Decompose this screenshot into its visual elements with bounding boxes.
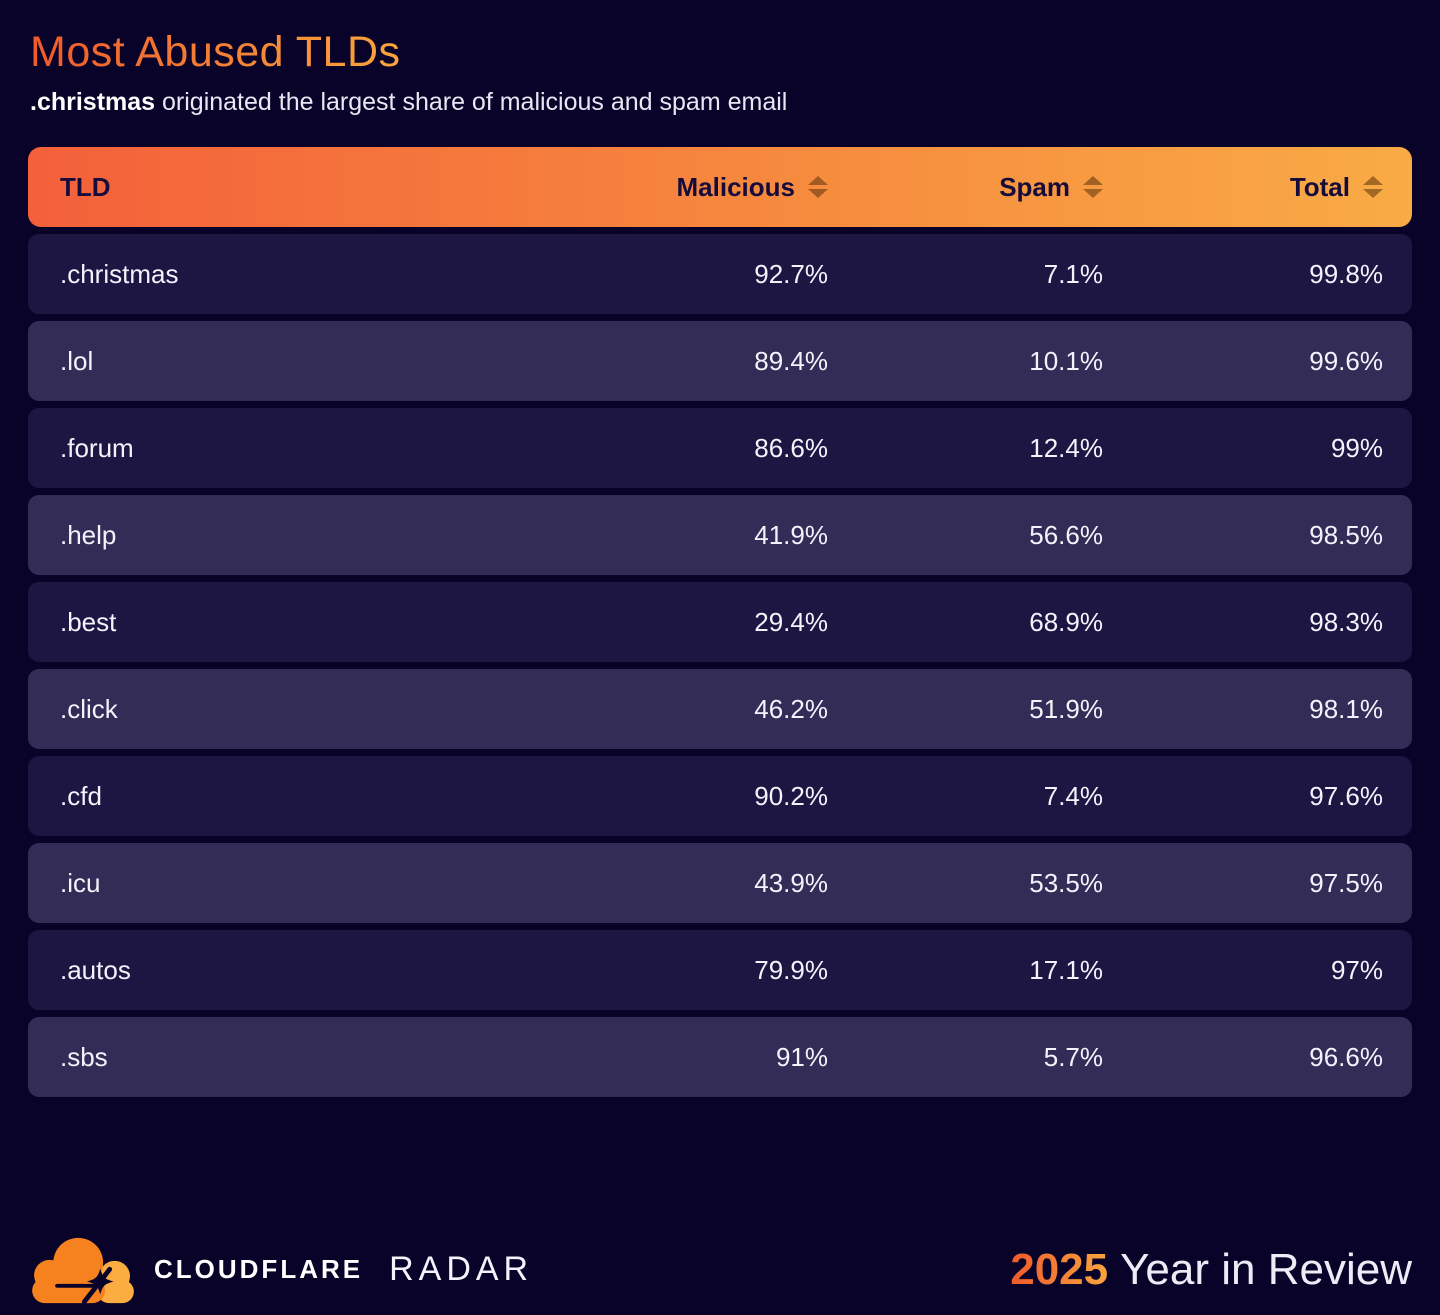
cell-spam: 7.1% bbox=[1043, 258, 1103, 289]
cell-tld: .autos bbox=[60, 954, 131, 985]
cell-malicious: 79.9% bbox=[754, 954, 828, 985]
cell-malicious: 46.2% bbox=[754, 693, 828, 724]
cell-spam: 5.7% bbox=[1043, 1041, 1103, 1072]
page-subtitle: .christmas originated the largest share … bbox=[30, 87, 1410, 117]
cell-tld: .forum bbox=[60, 432, 134, 463]
cell-total: 97% bbox=[1330, 954, 1383, 985]
column-header-spam[interactable]: Spam bbox=[828, 172, 1103, 203]
column-header-total-label: Total bbox=[1289, 171, 1350, 202]
column-header-malicious[interactable]: Malicious bbox=[568, 172, 828, 203]
cell-malicious: 92.7% bbox=[754, 258, 828, 289]
column-header-malicious-label: Malicious bbox=[676, 171, 795, 202]
cell-total: 98.5% bbox=[1309, 519, 1383, 550]
cell-spam: 17.1% bbox=[1029, 954, 1103, 985]
cell-malicious: 41.9% bbox=[754, 519, 828, 550]
cell-tld: .best bbox=[60, 606, 117, 637]
sort-arrows-icon bbox=[1083, 176, 1103, 199]
cell-tld: .click bbox=[60, 693, 118, 724]
cell-tld: .help bbox=[60, 519, 117, 550]
cell-spam: 53.5% bbox=[1029, 867, 1103, 898]
cell-total: 99.6% bbox=[1309, 345, 1383, 376]
cell-total: 99% bbox=[1330, 432, 1383, 463]
table-row: .icu 43.9% 53.5% 97.5% bbox=[28, 843, 1412, 924]
table-row: .click 46.2% 51.9% 98.1% bbox=[28, 669, 1412, 750]
header-block: Most Abused TLDs .christmas originated t… bbox=[0, 0, 1440, 117]
cell-total: 97.6% bbox=[1309, 780, 1383, 811]
table-row: .lol 89.4% 10.1% 99.6% bbox=[28, 321, 1412, 402]
column-header-tld: TLD bbox=[60, 171, 111, 202]
sort-arrows-icon bbox=[808, 176, 828, 199]
cell-total: 98.3% bbox=[1309, 606, 1383, 637]
page-title: Most Abused TLDs bbox=[30, 28, 401, 76]
cell-total: 97.5% bbox=[1309, 867, 1383, 898]
cloudflare-logo-icon bbox=[32, 1237, 134, 1305]
cell-spam: 56.6% bbox=[1029, 519, 1103, 550]
cell-total: 98.1% bbox=[1309, 693, 1383, 724]
column-header-total[interactable]: Total bbox=[1103, 172, 1383, 203]
table-header: TLD Malicious Spam Total bbox=[28, 147, 1412, 228]
table-row: .autos 79.9% 17.1% 97% bbox=[28, 930, 1412, 1011]
year-in-review: 2025 Year in Review bbox=[1010, 1244, 1412, 1294]
cell-tld: .christmas bbox=[60, 258, 179, 289]
table-row: .forum 86.6% 12.4% 99% bbox=[28, 408, 1412, 489]
cell-tld: .icu bbox=[60, 867, 101, 898]
table-row: .sbs 91% 5.7% 96.6% bbox=[28, 1017, 1412, 1098]
cloudflare-wordmark: CLOUDFLARE bbox=[154, 1254, 364, 1284]
cell-malicious: 43.9% bbox=[754, 867, 828, 898]
table-row: .best 29.4% 68.9% 98.3% bbox=[28, 582, 1412, 663]
cell-tld: .sbs bbox=[60, 1041, 108, 1072]
cell-spam: 10.1% bbox=[1029, 345, 1103, 376]
subtitle-text: originated the largest share of maliciou… bbox=[155, 88, 788, 117]
table-body: .christmas 92.7% 7.1% 99.8% .lol 89.4% 10.1% 99… bbox=[28, 234, 1412, 1098]
cell-tld: .cfd bbox=[60, 780, 102, 811]
cell-malicious: 89.4% bbox=[754, 345, 828, 376]
cell-spam: 51.9% bbox=[1029, 693, 1103, 724]
cell-malicious: 86.6% bbox=[754, 432, 828, 463]
cell-malicious: 91% bbox=[775, 1041, 828, 1072]
table-row: .help 41.9% 56.6% 98.5% bbox=[28, 495, 1412, 576]
cell-spam: 7.4% bbox=[1043, 780, 1103, 811]
brand: CLOUDFLARE RADAR bbox=[30, 1234, 533, 1305]
cell-total: 96.6% bbox=[1309, 1041, 1383, 1072]
column-header-spam-label: Spam bbox=[999, 171, 1070, 202]
cell-tld: .lol bbox=[60, 345, 94, 376]
radar-wordmark: RADAR bbox=[389, 1250, 534, 1288]
year-2025: 2025 bbox=[1010, 1244, 1109, 1294]
cell-malicious: 90.2% bbox=[754, 780, 828, 811]
sort-arrows-icon bbox=[1363, 176, 1383, 199]
year-in-review-label: Year in Review bbox=[1120, 1244, 1412, 1294]
cell-spam: 12.4% bbox=[1029, 432, 1103, 463]
footer: CLOUDFLARE RADAR 2025 Year in Review bbox=[0, 1234, 1440, 1315]
subtitle-highlight: .christmas bbox=[30, 88, 156, 117]
tld-table: TLD Malicious Spam Total .christmas 92.7%… bbox=[28, 147, 1412, 1104]
table-row: .christmas 92.7% 7.1% 99.8% bbox=[28, 234, 1412, 315]
cell-total: 99.8% bbox=[1309, 258, 1383, 289]
cell-spam: 68.9% bbox=[1029, 606, 1103, 637]
cell-malicious: 29.4% bbox=[754, 606, 828, 637]
table-row: .cfd 90.2% 7.4% 97.6% bbox=[28, 756, 1412, 837]
